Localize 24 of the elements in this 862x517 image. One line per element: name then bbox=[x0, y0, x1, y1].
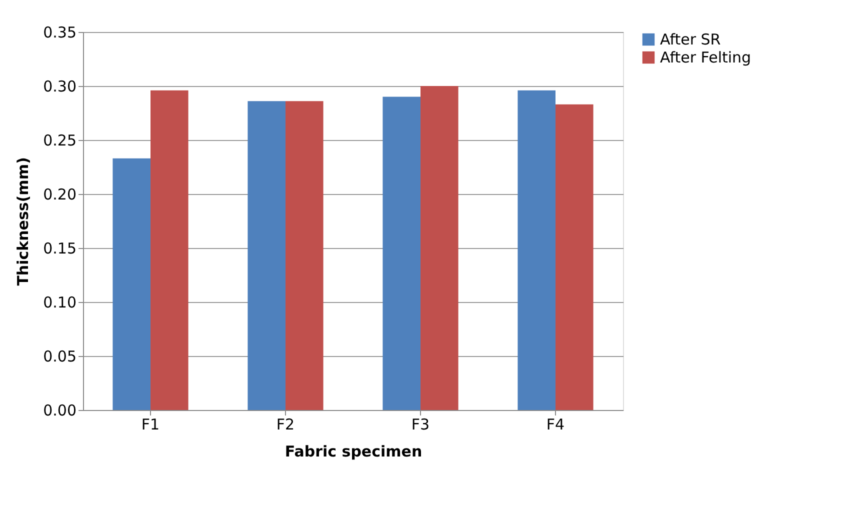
y-tick-label: 0.30 bbox=[43, 78, 76, 96]
x-tick-label: F1 bbox=[141, 416, 160, 434]
x-tick-label: F3 bbox=[411, 416, 430, 434]
y-tick-label: 0.10 bbox=[43, 294, 76, 312]
y-axis-title: Thickness(mm) bbox=[14, 157, 32, 286]
legend-label: After Felting bbox=[660, 48, 752, 66]
y-tick-label: 0.25 bbox=[43, 132, 76, 150]
bar bbox=[150, 90, 188, 410]
y-tick-label: 0.05 bbox=[43, 348, 76, 366]
legend-label: After SR bbox=[660, 30, 721, 48]
bar bbox=[556, 104, 594, 410]
y-tick-label: 0.15 bbox=[43, 240, 76, 258]
x-axis-title: Fabric specimen bbox=[284, 442, 422, 460]
bar bbox=[112, 158, 150, 410]
x-tick-label: F2 bbox=[276, 416, 295, 434]
y-tick-label: 0.35 bbox=[43, 24, 76, 42]
bar bbox=[286, 101, 324, 410]
bar bbox=[382, 96, 420, 410]
y-tick-label: 0.00 bbox=[43, 402, 76, 420]
x-tick-label: F4 bbox=[546, 416, 565, 434]
bar bbox=[420, 86, 458, 410]
bar bbox=[518, 90, 556, 410]
y-tick-label: 0.20 bbox=[43, 186, 76, 204]
bar bbox=[248, 101, 286, 410]
